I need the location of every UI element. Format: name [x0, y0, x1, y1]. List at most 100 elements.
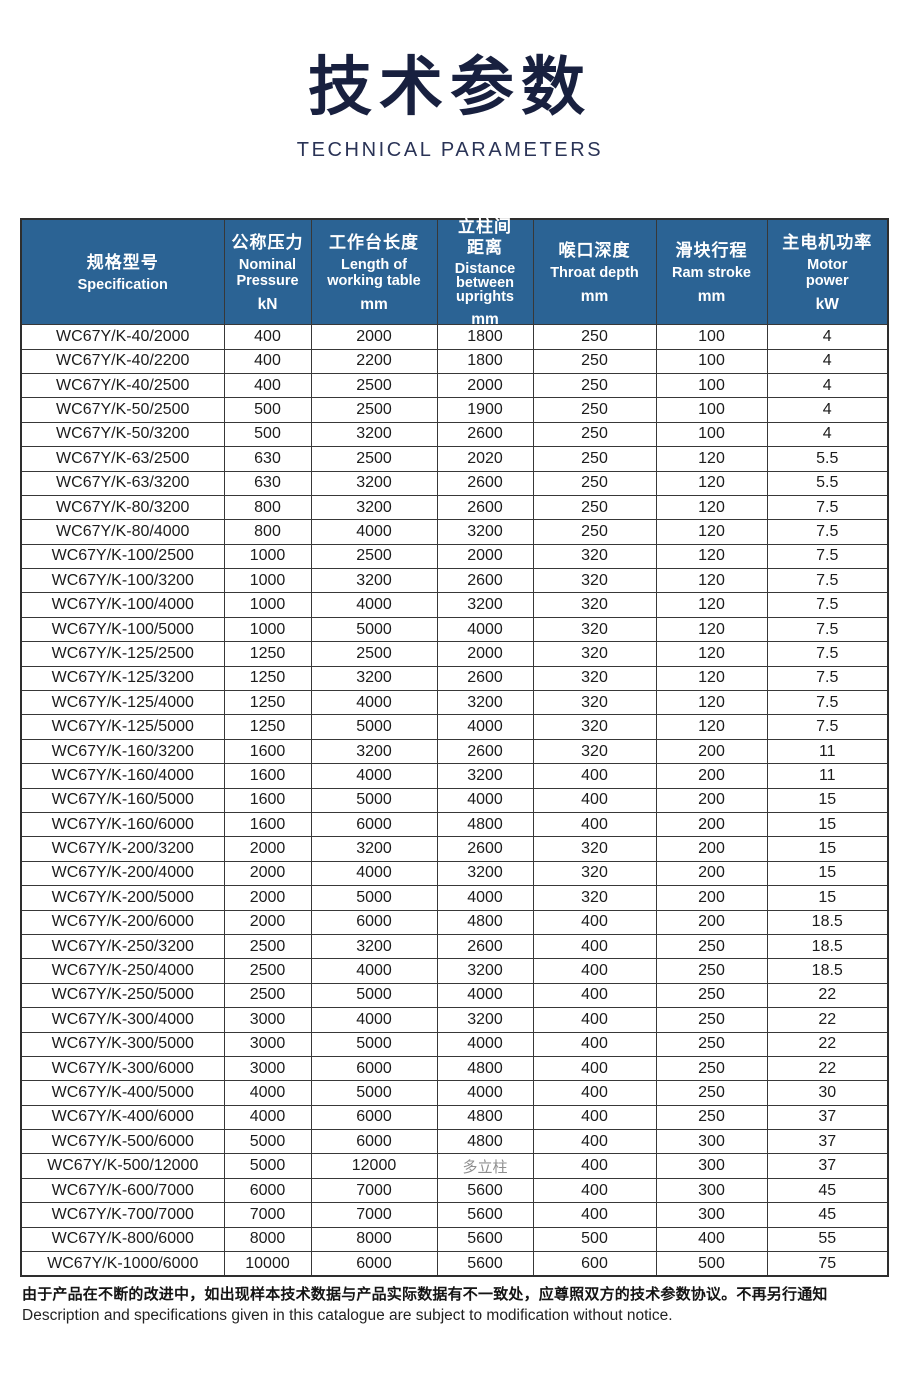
value-cell: 7.5 — [766, 494, 889, 521]
table-row: WC67Y/K-200/3200 2000 3200 2600 320 200 15 — [20, 836, 889, 862]
value-cell: 320 — [532, 616, 657, 643]
value-cell: 2500 — [310, 446, 438, 472]
value-cell: 100 — [655, 348, 768, 374]
spec-cell: WC67Y/K-50/3200 — [20, 421, 225, 448]
value-cell: 5000 — [310, 787, 438, 814]
value-cell: 320 — [532, 665, 657, 692]
value-cell: 320 — [532, 690, 657, 716]
value-cell: 4 — [766, 324, 889, 350]
value-cell: 4800 — [436, 1055, 534, 1082]
table-row: WC67Y/K-63/2500 630 2500 2020 250 120 5.5 — [20, 446, 889, 472]
table-row: WC67Y/K-100/5000 1000 5000 4000 320 120 7.5 — [20, 616, 889, 643]
col-header-ram-stroke: 滑块行程 Ram stroke mm — [655, 218, 768, 326]
value-cell: 400 — [532, 1055, 657, 1082]
value-cell: 250 — [655, 1104, 768, 1131]
value-cell: 3200 — [310, 494, 438, 521]
value-cell: 1900 — [436, 397, 534, 423]
value-cell: 1600 — [223, 763, 312, 789]
spec-table-wrap: 规格型号 Specification 公称压力 Nominal Pressure… — [20, 217, 889, 1278]
spec-cell: WC67Y/K-125/5000 — [20, 714, 225, 740]
value-cell: 4000 — [223, 1104, 312, 1131]
value-cell: 2000 — [436, 641, 534, 667]
value-cell: 4000 — [310, 958, 438, 984]
col-header-specification-cn: 规格型号 — [86, 252, 159, 272]
value-cell: 120 — [655, 568, 768, 594]
value-cell: 250 — [655, 1055, 768, 1082]
value-cell: 400 — [655, 1226, 768, 1253]
value-cell: 6000 — [223, 1177, 312, 1204]
value-cell: 5000 — [310, 714, 438, 740]
spec-cell: WC67Y/K-600/7000 — [20, 1177, 225, 1204]
value-cell: 18.5 — [766, 909, 889, 935]
value-cell: 6000 — [310, 1055, 438, 1082]
value-cell: 3200 — [436, 592, 534, 618]
spec-cell: WC67Y/K-100/3200 — [20, 568, 225, 594]
value-cell: 1000 — [223, 568, 312, 594]
value-cell: 22 — [766, 1055, 889, 1082]
col-header-upright-distance-cn: 立柱间距离 — [457, 217, 512, 258]
value-cell: 4800 — [436, 1129, 534, 1155]
value-cell: 4000 — [310, 690, 438, 716]
spec-cell: WC67Y/K-125/2500 — [20, 641, 225, 667]
value-cell: 3200 — [436, 860, 534, 887]
value-cell: 4000 — [436, 982, 534, 1009]
table-row: WC67Y/K-250/4000 2500 4000 3200 400 250 18.5 — [20, 958, 889, 984]
spec-cell: WC67Y/K-80/4000 — [20, 519, 225, 545]
value-cell: 4000 — [310, 519, 438, 545]
spec-cell: WC67Y/K-400/6000 — [20, 1104, 225, 1131]
spec-cell: WC67Y/K-125/4000 — [20, 690, 225, 716]
value-cell: 4000 — [436, 616, 534, 643]
value-cell: 2000 — [223, 885, 312, 911]
spec-cell: WC67Y/K-500/12000 — [20, 1153, 225, 1179]
spec-cell: WC67Y/K-100/2500 — [20, 543, 225, 570]
spec-cell: WC67Y/K-40/2200 — [20, 348, 225, 374]
value-cell: 3200 — [436, 690, 534, 716]
value-cell: 200 — [655, 885, 768, 911]
spec-cell: WC67Y/K-160/5000 — [20, 787, 225, 814]
value-cell: 3200 — [436, 519, 534, 545]
table-row: WC67Y/K-300/4000 3000 4000 3200 400 250 22 — [20, 1007, 889, 1033]
value-cell: 2500 — [310, 397, 438, 423]
spec-cell: WC67Y/K-40/2000 — [20, 324, 225, 350]
value-cell: 22 — [766, 1007, 889, 1033]
table-row: WC67Y/K-125/5000 1250 5000 4000 320 120 7.5 — [20, 714, 889, 740]
value-cell: 18.5 — [766, 958, 889, 984]
spec-cell: WC67Y/K-800/6000 — [20, 1226, 225, 1253]
spec-cell: WC67Y/K-160/3200 — [20, 738, 225, 765]
value-cell: 250 — [655, 933, 768, 960]
value-cell: 6000 — [310, 1251, 438, 1277]
spec-cell: WC67Y/K-63/3200 — [20, 470, 225, 496]
value-cell: 8000 — [223, 1226, 312, 1253]
spec-cell: WC67Y/K-700/7000 — [20, 1202, 225, 1228]
col-header-table-length-unit: mm — [360, 295, 388, 313]
value-cell: 2600 — [436, 933, 534, 960]
value-cell: 320 — [532, 641, 657, 667]
value-cell: 120 — [655, 665, 768, 692]
col-header-throat-depth-en: Throat depth — [550, 264, 639, 281]
col-header-nominal-pressure-en: Nominal Pressure — [236, 256, 299, 289]
table-row: WC67Y/K-63/3200 630 3200 2600 250 120 5.5 — [20, 470, 889, 496]
table-row: WC67Y/K-125/2500 1250 2500 2000 320 120 7.5 — [20, 641, 889, 667]
value-cell: 630 — [223, 470, 312, 496]
value-cell: 4 — [766, 397, 889, 423]
value-cell: 7000 — [310, 1177, 438, 1204]
value-cell: 5000 — [310, 616, 438, 643]
value-cell: 200 — [655, 836, 768, 862]
col-header-specification: 规格型号 Specification — [20, 218, 225, 326]
value-cell: 75 — [766, 1251, 889, 1277]
value-cell: 15 — [766, 811, 889, 838]
value-cell: 2000 — [223, 860, 312, 887]
value-cell: 4000 — [436, 885, 534, 911]
value-cell: 1000 — [223, 543, 312, 570]
spec-cell: WC67Y/K-250/3200 — [20, 933, 225, 960]
col-header-ram-stroke-unit: mm — [697, 287, 726, 305]
value-cell: 500 — [655, 1251, 768, 1277]
value-cell: 2000 — [223, 836, 312, 862]
table-row: WC67Y/K-300/6000 3000 6000 4800 400 250 22 — [20, 1055, 889, 1082]
value-cell: 250 — [532, 470, 657, 496]
table-row: WC67Y/K-50/3200 500 3200 2600 250 100 4 — [20, 421, 889, 448]
value-cell: 400 — [532, 787, 657, 814]
col-header-ram-stroke-en: Ram stroke — [672, 264, 751, 281]
value-cell: 300 — [655, 1153, 768, 1179]
spec-cell: WC67Y/K-300/5000 — [20, 1031, 225, 1057]
